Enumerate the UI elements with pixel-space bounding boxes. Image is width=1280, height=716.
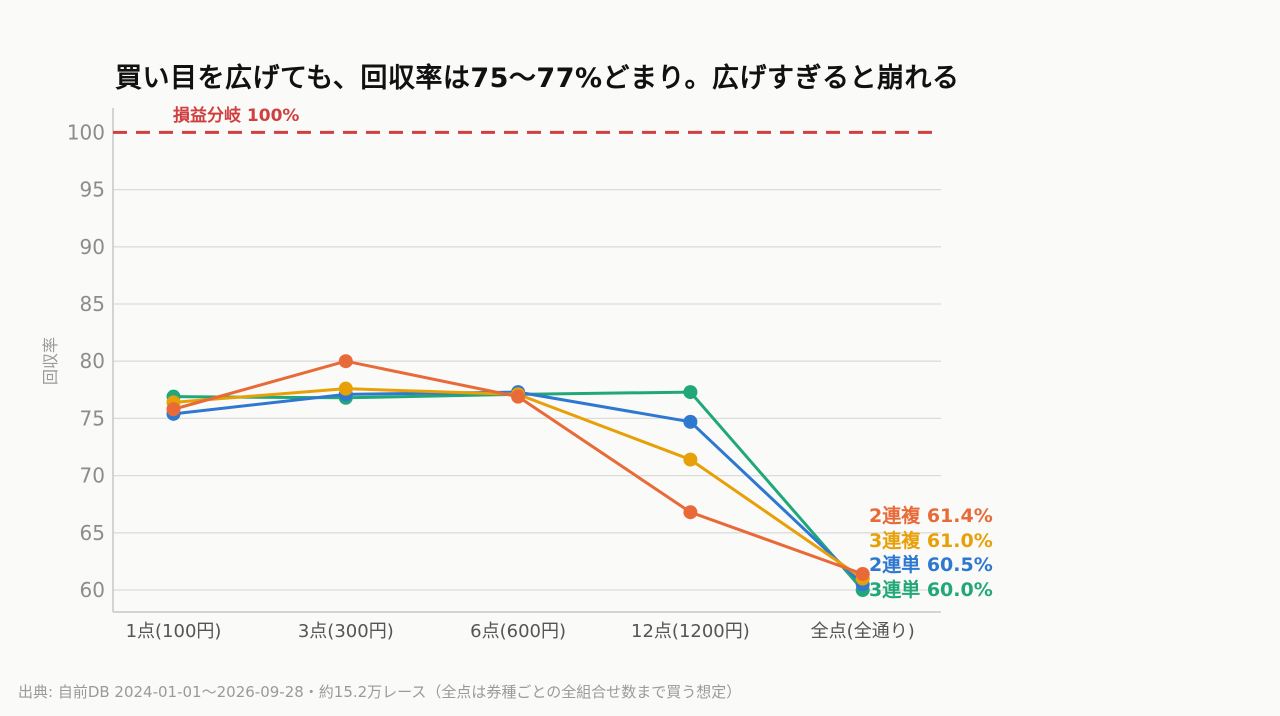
y-tick-label: 70 (80, 464, 105, 488)
series-end-label: 2連複 61.4% (869, 504, 993, 527)
x-tick-label: 12点(1200円) (631, 621, 750, 642)
data-point (338, 381, 353, 396)
x-tick-label: 1点(100円) (126, 621, 222, 642)
data-point (338, 354, 353, 369)
y-tick-label: 90 (80, 235, 105, 259)
data-point (166, 402, 181, 417)
break-even-label: 損益分岐 100% (173, 105, 299, 126)
y-tick-label: 100 (67, 120, 105, 144)
y-tick-label: 95 (80, 178, 105, 202)
series-end-label: 3連単 60.0% (869, 578, 993, 601)
series-line (172, 387, 865, 581)
series-line (172, 390, 865, 586)
x-tick-label: 全点(全通り) (811, 621, 915, 642)
y-tick-label: 65 (80, 521, 105, 545)
data-point (683, 385, 698, 400)
x-tick-label: 3点(300円) (298, 621, 394, 642)
data-point (683, 414, 698, 429)
y-tick-label: 75 (80, 406, 105, 430)
source-note: 出典: 自前DB 2024-01-01〜2026-09-28・約15.2万レース… (18, 683, 742, 701)
y-tick-label: 85 (80, 292, 105, 316)
data-point (511, 389, 526, 404)
x-tick-label: 6点(600円) (470, 621, 566, 642)
data-point (683, 452, 698, 467)
series-end-label: 3連複 61.0% (869, 529, 993, 552)
y-tick-label: 80 (80, 349, 105, 373)
data-point (855, 566, 870, 581)
series-line (172, 390, 865, 592)
data-point (683, 505, 698, 520)
chart-title: 買い目を広げても、回収率は75〜77%どまり。広げすぎると崩れる (115, 63, 960, 94)
y-tick-label: 60 (80, 578, 105, 602)
series-end-label: 2連単 60.5% (869, 553, 993, 576)
